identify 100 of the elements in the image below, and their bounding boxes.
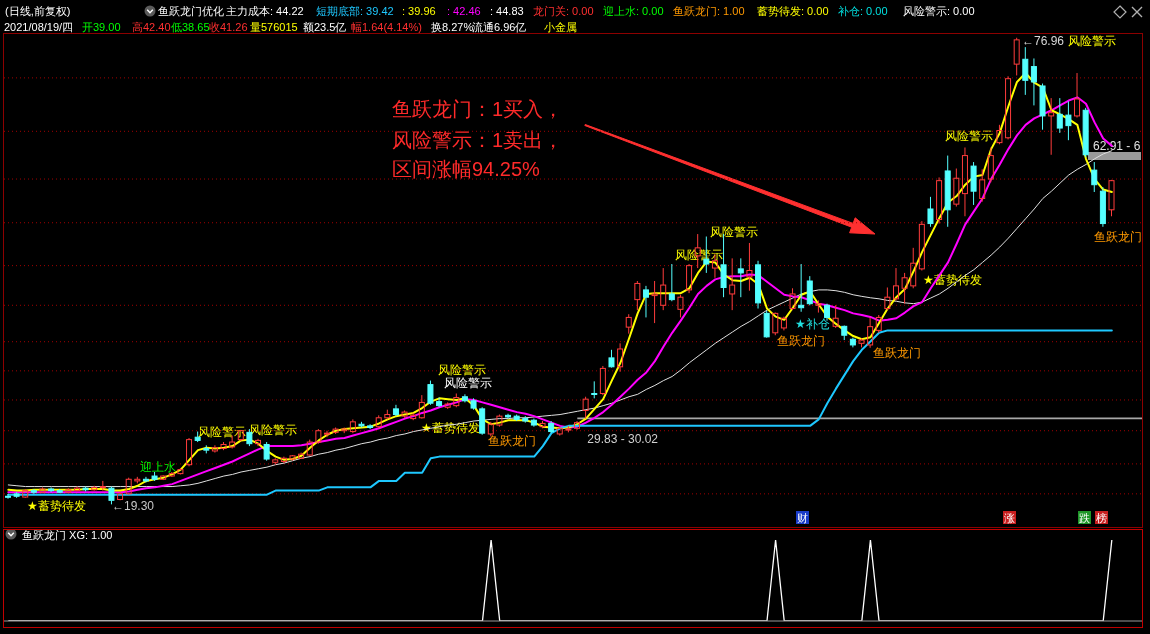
annotation: 鱼跃龙门 xyxy=(873,346,921,360)
candlestick xyxy=(625,313,632,335)
candlestick xyxy=(505,413,512,420)
annotation: 区间涨幅94.25% xyxy=(392,158,541,180)
candlestick xyxy=(367,423,374,430)
candlestick xyxy=(125,477,132,495)
candlestick xyxy=(617,342,624,373)
text: 低38.65 xyxy=(171,21,210,33)
candlestick xyxy=(729,257,736,311)
annotation: ★蓄势待发 xyxy=(27,499,86,513)
text: 迎上水: 0.00 xyxy=(603,5,664,17)
candlestick xyxy=(737,257,744,298)
annotation: 榜 xyxy=(1096,512,1107,524)
candlestick xyxy=(73,486,80,492)
annotation: 迎上水 xyxy=(140,460,176,474)
text: 流通6.96亿 xyxy=(472,21,527,33)
candlestick xyxy=(763,310,770,338)
candlestick xyxy=(979,168,986,203)
candlestick xyxy=(936,176,943,225)
candlestick xyxy=(582,396,589,420)
candlestick xyxy=(91,485,98,491)
candlestick xyxy=(117,491,124,501)
candlestick xyxy=(1048,97,1055,156)
annotation: 风险警示 xyxy=(249,423,297,437)
candlestick xyxy=(815,299,822,314)
candlestick xyxy=(884,286,891,311)
candlestick xyxy=(634,280,641,311)
candlestick xyxy=(323,430,330,438)
text: 换8.27% xyxy=(431,21,474,33)
candlestick xyxy=(953,168,960,208)
candlestick xyxy=(574,420,580,431)
annotation: 涨 xyxy=(1004,512,1015,524)
candlestick xyxy=(1065,100,1072,141)
annotation: 风险警示 xyxy=(710,225,758,239)
candlestick xyxy=(849,337,856,348)
candlestick xyxy=(944,155,951,228)
candlestick xyxy=(798,263,805,313)
text: 风险警示: 0.00 xyxy=(903,5,975,17)
annotation: 风险警示 xyxy=(438,363,486,377)
text: 短期底部: 39.42 xyxy=(316,5,394,17)
candlestick xyxy=(5,493,11,498)
chart-title: 鱼跃龙门 XG: 1.00 xyxy=(22,529,113,541)
candlestick xyxy=(832,304,839,329)
annotation: 风险警示 xyxy=(945,129,993,143)
candlestick xyxy=(927,196,934,228)
candlestick xyxy=(867,316,874,349)
annotation: ←76.96 xyxy=(1022,34,1065,48)
text: 额23.5亿 xyxy=(303,21,347,33)
text: : 39.96 xyxy=(402,5,436,17)
text: 高42.40 xyxy=(132,21,171,33)
text: 主力成本: 44.22 xyxy=(226,5,304,17)
candlestick xyxy=(642,285,649,318)
text: : 42.46 xyxy=(447,5,481,17)
text: 2021/08/19/四 xyxy=(4,21,74,33)
candlestick xyxy=(255,438,262,447)
candlestick xyxy=(1022,46,1029,96)
annotation: 鱼跃龙门 xyxy=(1094,230,1142,244)
candlestick xyxy=(392,404,399,417)
text: 龙门关: 0.00 xyxy=(533,5,594,17)
candlestick xyxy=(599,365,606,396)
annotation: 财 xyxy=(797,512,808,524)
candlestick xyxy=(755,260,762,310)
candlestick xyxy=(746,242,753,292)
text: 量576015 xyxy=(250,21,298,33)
band-label: 29.83 - 30.02 xyxy=(587,432,659,447)
text: 收41.26 xyxy=(209,21,248,33)
annotation: 风险警示 xyxy=(198,425,246,439)
text: 鱼跃龙门优化 xyxy=(158,5,224,17)
candlestick xyxy=(651,280,658,324)
text: 小金属 xyxy=(544,21,577,33)
annotation: 62.91 - 6 xyxy=(1093,139,1141,153)
candlestick xyxy=(211,444,218,454)
candlestick xyxy=(987,146,994,183)
candlestick xyxy=(1005,75,1012,140)
annotation: ←19.30 xyxy=(112,499,155,513)
text: 蓄势待发: 0.00 xyxy=(757,5,829,17)
text: 开39.00 xyxy=(82,21,121,33)
candlestick xyxy=(186,437,193,467)
candlestick xyxy=(280,456,287,464)
candlestick xyxy=(30,488,37,495)
candlestick xyxy=(780,316,787,331)
annotation: 鱼跃龙门 xyxy=(488,434,536,448)
candlestick xyxy=(591,380,598,399)
annotation: 风险警示 xyxy=(444,376,492,390)
candlestick xyxy=(461,393,468,403)
candlestick xyxy=(1030,57,1037,106)
candlestick xyxy=(48,486,55,493)
candlestick xyxy=(1056,97,1063,134)
candlestick xyxy=(901,272,908,305)
candlestick xyxy=(668,263,675,302)
text: : 44.83 xyxy=(490,5,524,17)
candlestick xyxy=(660,267,667,311)
chart-title: (日线,前复权) xyxy=(5,5,71,17)
annotation: 风险警示：1卖出， xyxy=(392,129,564,151)
text: 补仓: 0.00 xyxy=(838,5,888,17)
candlestick xyxy=(1099,186,1106,228)
annotation: 跌 xyxy=(1079,512,1090,524)
candlestick xyxy=(548,420,555,434)
candlestick xyxy=(298,452,305,459)
candlestick xyxy=(686,263,693,294)
